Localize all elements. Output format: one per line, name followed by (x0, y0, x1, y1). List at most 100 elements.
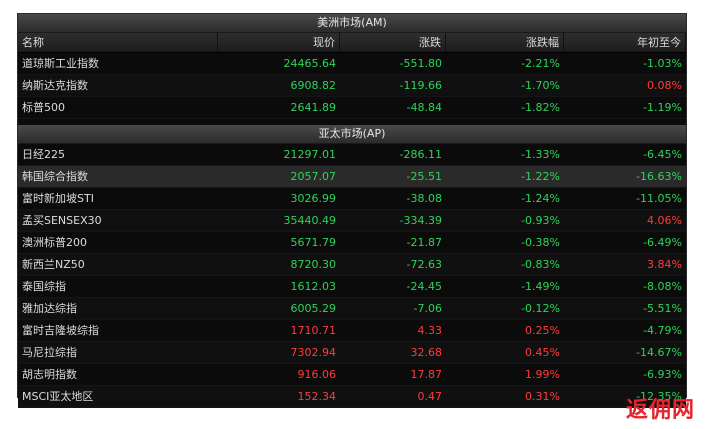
column-header-row: 名称 现价 涨跌 涨跌幅 年初至今 (18, 33, 686, 53)
table-row[interactable]: 新西兰NZ50 8720.30 -72.63 -0.83% 3.84% (18, 254, 686, 276)
cell-change: -48.84 (406, 101, 442, 114)
cell-price: 5671.79 (290, 236, 337, 249)
cell-price: 1710.71 (290, 324, 337, 337)
cell-name: 胡志明指数 (22, 368, 77, 381)
cell-change: -25.51 (406, 170, 442, 183)
cell-ytd: -14.67% (636, 346, 682, 359)
table-row[interactable]: 富时新加坡STI 3026.99 -38.08 -1.24% -11.05% (18, 188, 686, 210)
watermark-logo: 返佣网 (626, 398, 696, 423)
cell-change-pct: 0.31% (525, 390, 560, 403)
cell-price: 24465.64 (283, 57, 337, 70)
cell-change-pct: -1.22% (521, 170, 560, 183)
cell-change: -24.45 (406, 280, 442, 293)
cell-price: 21297.01 (283, 148, 337, 161)
market-panel: 美洲市场(AM) 名称 现价 涨跌 涨跌幅 年初至今 道琼斯工业指数 24465.… (17, 13, 687, 408)
asia-pacific-section-title: 亚太市场(AP) (18, 125, 686, 144)
column-header-change-pct[interactable]: 涨跌幅 (446, 33, 564, 52)
cell-ytd: 0.08% (647, 79, 682, 92)
cell-ytd: -8.08% (643, 280, 682, 293)
cell-name: 新西兰NZ50 (22, 258, 85, 271)
cell-name: 泰国综指 (22, 280, 66, 293)
cell-price: 7302.94 (290, 346, 337, 359)
cell-change: 4.33 (417, 324, 443, 337)
table-row[interactable]: 泰国综指 1612.03 -24.45 -1.49% -8.08% (18, 276, 686, 298)
cell-change-pct: -1.82% (521, 101, 560, 114)
cell-ytd: -1.19% (643, 101, 682, 114)
cell-change: -72.63 (406, 258, 442, 271)
cell-name: 富时吉隆坡综指 (22, 324, 99, 337)
cell-ytd: -16.63% (636, 170, 682, 183)
americas-section-title: 美洲市场(AM) (18, 14, 686, 33)
cell-change-pct: -2.21% (521, 57, 560, 70)
cell-price: 6908.82 (290, 79, 337, 92)
cell-ytd: -12.35% (636, 390, 682, 403)
cell-change: 17.87 (410, 368, 443, 381)
column-header-ytd[interactable]: 年初至今 (564, 33, 686, 52)
cell-change: 0.47 (417, 390, 443, 403)
cell-name: 马尼拉综指 (22, 346, 77, 359)
cell-change-pct: -1.33% (521, 148, 560, 161)
cell-name: 日经225 (22, 148, 65, 161)
table-row[interactable]: MSCI亚太地区 152.34 0.47 0.31% -12.35% (18, 386, 686, 408)
table-row[interactable]: 富时吉隆坡综指 1710.71 4.33 0.25% -4.79% (18, 320, 686, 342)
cell-change: -334.39 (399, 214, 442, 227)
cell-name: 纳斯达克指数 (22, 79, 88, 92)
cell-change-pct: -0.12% (521, 302, 560, 315)
cell-name: 富时新加坡STI (22, 192, 94, 205)
cell-ytd: -5.51% (643, 302, 682, 315)
cell-change-pct: 1.99% (525, 368, 560, 381)
cell-ytd: -11.05% (636, 192, 682, 205)
cell-ytd: 4.06% (647, 214, 682, 227)
cell-change-pct: -1.24% (521, 192, 560, 205)
cell-name: 道琼斯工业指数 (22, 57, 99, 70)
section-spacer (18, 119, 686, 125)
cell-name: 韩国综合指数 (22, 170, 88, 183)
cell-price: 916.06 (297, 368, 337, 381)
table-row[interactable]: 韩国综合指数 2057.07 -25.51 -1.22% -16.63% (18, 166, 686, 188)
table-row[interactable]: 雅加达综指 6005.29 -7.06 -0.12% -5.51% (18, 298, 686, 320)
table-row[interactable]: 标普500 2641.89 -48.84 -1.82% -1.19% (18, 97, 686, 119)
table-row[interactable]: 道琼斯工业指数 24465.64 -551.80 -2.21% -1.03% (18, 53, 686, 75)
cell-change: -7.06 (413, 302, 442, 315)
column-header-change[interactable]: 涨跌 (340, 33, 446, 52)
cell-price: 1612.03 (290, 280, 337, 293)
cell-change-pct: -1.49% (521, 280, 560, 293)
cell-ytd: 3.84% (647, 258, 682, 271)
cell-ytd: -1.03% (643, 57, 682, 70)
cell-change: -286.11 (399, 148, 442, 161)
cell-price: 3026.99 (290, 192, 337, 205)
cell-name: 澳洲标普200 (22, 236, 87, 249)
column-header-price[interactable]: 现价 (218, 33, 340, 52)
table-row[interactable]: 胡志明指数 916.06 17.87 1.99% -6.93% (18, 364, 686, 386)
cell-change-pct: 0.25% (525, 324, 560, 337)
cell-change-pct: -1.70% (521, 79, 560, 92)
cell-price: 152.34 (297, 390, 337, 403)
cell-price: 35440.49 (283, 214, 337, 227)
cell-change-pct: -0.83% (521, 258, 560, 271)
cell-name: 孟买SENSEX30 (22, 214, 102, 227)
table-row[interactable]: 日经225 21297.01 -286.11 -1.33% -6.45% (18, 144, 686, 166)
cell-change-pct: -0.38% (521, 236, 560, 249)
cell-price: 2057.07 (290, 170, 337, 183)
cell-price: 2641.89 (290, 101, 337, 114)
cell-change: -21.87 (406, 236, 442, 249)
cell-name: 标普500 (22, 101, 65, 114)
cell-change: -38.08 (406, 192, 442, 205)
table-row[interactable]: 孟买SENSEX30 35440.49 -334.39 -0.93% 4.06% (18, 210, 686, 232)
table-row[interactable]: 马尼拉综指 7302.94 32.68 0.45% -14.67% (18, 342, 686, 364)
cell-name: MSCI亚太地区 (22, 390, 94, 403)
table-row[interactable]: 澳洲标普200 5671.79 -21.87 -0.38% -6.49% (18, 232, 686, 254)
americas-rows: 道琼斯工业指数 24465.64 -551.80 -2.21% -1.03% 纳斯达克指数… (18, 53, 686, 119)
column-header-name[interactable]: 名称 (18, 33, 218, 52)
cell-change-pct: -0.93% (521, 214, 560, 227)
cell-price: 6005.29 (290, 302, 337, 315)
table-row[interactable]: 纳斯达克指数 6908.82 -119.66 -1.70% 0.08% (18, 75, 686, 97)
cell-change: 32.68 (410, 346, 443, 359)
cell-ytd: -6.45% (643, 148, 682, 161)
cell-ytd: -6.93% (643, 368, 682, 381)
cell-ytd: -6.49% (643, 236, 682, 249)
cell-change-pct: 0.45% (525, 346, 560, 359)
asia-pacific-rows: 日经225 21297.01 -286.11 -1.33% -6.45% 韩国综合指数 20… (18, 144, 686, 408)
cell-ytd: -4.79% (643, 324, 682, 337)
cell-price: 8720.30 (290, 258, 337, 271)
